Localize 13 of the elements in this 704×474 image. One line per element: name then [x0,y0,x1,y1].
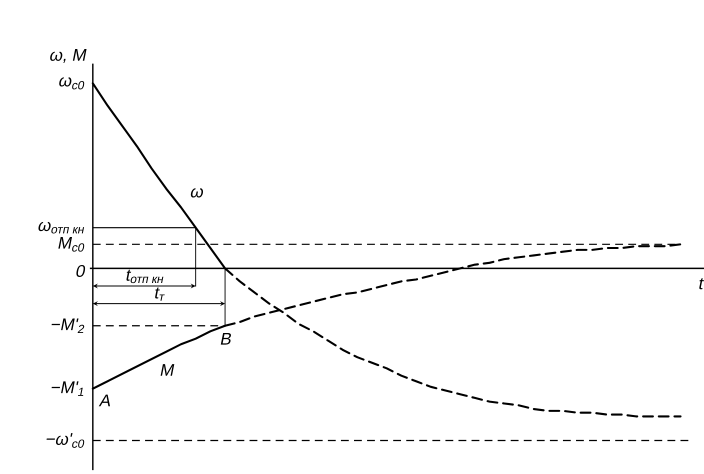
text: −M'$_{1}$ [52,381,84,396]
ref-line-label: −M'$_{2}$ [52,318,84,334]
annotation: B [220,332,231,345]
text: 0 [76,264,86,277]
series-label: ω [190,188,204,198]
y-axis-title: ω, M [50,49,87,63]
annotation: t$_{т}$ [155,287,165,301]
annotation: A [98,394,110,406]
ref-line-label: M$_{с0}$ [58,236,84,252]
ref-line-label: −ω'$_{с0}$ [46,433,84,448]
text: ω$_{с0}$ [59,77,84,90]
series-label: M [160,364,174,376]
x-axis-title: t [699,278,704,290]
